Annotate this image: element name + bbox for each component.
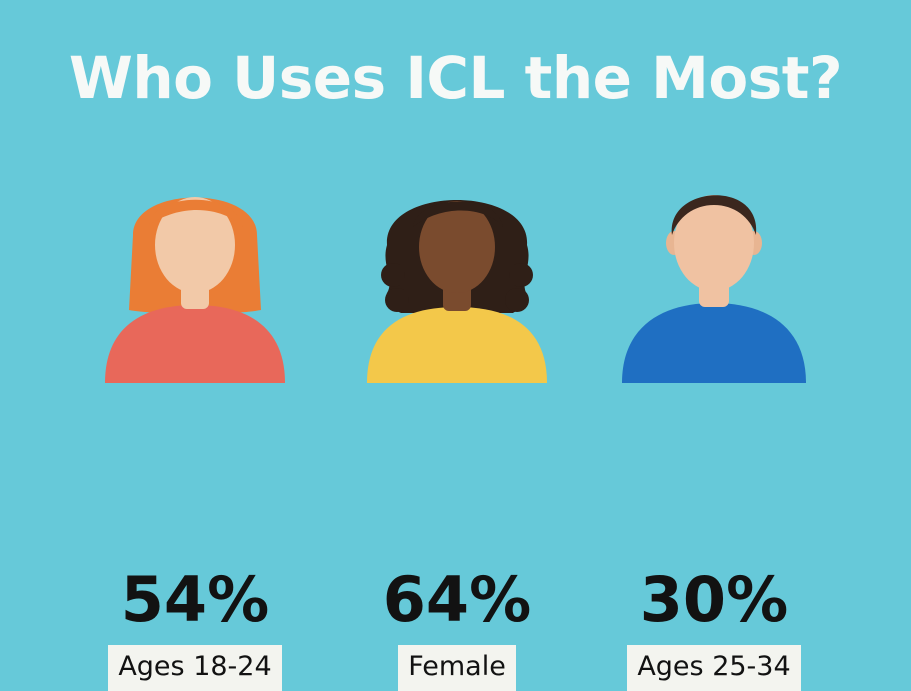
group-label: Ages 25-34	[627, 645, 801, 691]
percent-value: 64%	[382, 563, 532, 636]
group-label: Female	[398, 645, 516, 691]
percent-value: 54%	[120, 563, 270, 636]
man-short-hair-icon	[622, 195, 806, 383]
group-label: Ages 18-24	[108, 645, 282, 691]
stat-card-ages-25-34: 30% Ages 25-34	[604, 165, 824, 691]
page-title: Who Uses ICL the Most?	[68, 44, 843, 112]
woman-curly-hair-icon	[367, 200, 547, 383]
stat-card-ages-18-24: 54% Ages 18-24	[85, 165, 305, 691]
percent-value: 30%	[639, 563, 789, 636]
stat-card-female: 64% Female	[347, 165, 567, 691]
woman-red-hair-icon	[105, 197, 285, 383]
